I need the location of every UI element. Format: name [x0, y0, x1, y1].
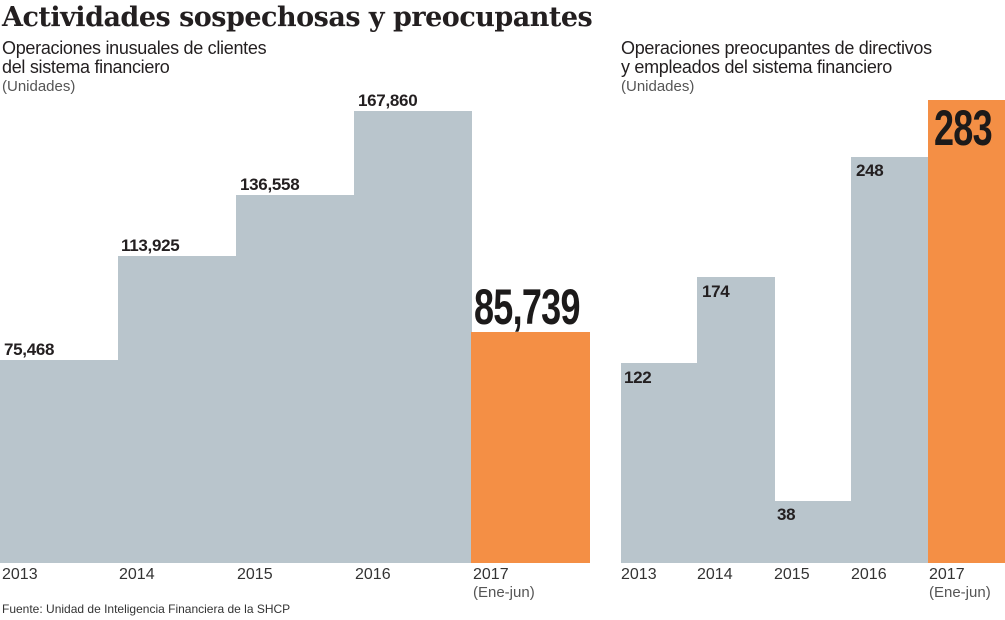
left-year-2016: 2016	[355, 566, 391, 583]
right-bar-2014	[697, 277, 775, 563]
right-bar-2013	[621, 363, 698, 563]
right-value-2017: 283	[934, 100, 993, 156]
source-note: Fuente: Unidad de Inteligencia Financier…	[2, 602, 291, 616]
left-bar-2015	[236, 195, 355, 563]
right-year-2013: 2013	[621, 566, 657, 583]
right-value-2015: 38	[777, 505, 796, 524]
right-bar-2015	[774, 501, 852, 563]
left-year-2014: 2014	[119, 566, 155, 583]
left-bar-2014	[118, 256, 237, 563]
left-bar-2016	[354, 111, 472, 563]
left-year-2013: 2013	[2, 566, 38, 583]
right-value-2016: 248	[856, 161, 884, 180]
right-period-2017: (Ene-jun)	[929, 584, 991, 601]
right-year-2017: 2017	[929, 566, 965, 583]
left-value-2015: 136,558	[240, 175, 300, 194]
left-value-2016: 167,860	[358, 91, 418, 110]
right-year-2014: 2014	[697, 566, 733, 583]
left-period-2017: (Ene-jun)	[473, 584, 535, 601]
right-year-2015: 2015	[774, 566, 810, 583]
right-chart-subtitle-line-1: Operaciones preocupantes de directivos	[621, 38, 932, 58]
right-value-2013: 122	[624, 368, 652, 387]
right-bar-2016	[851, 157, 929, 563]
left-year-2015: 2015	[237, 566, 273, 583]
left-chart-subtitle-line-1: Operaciones inusuales de clientes	[2, 38, 267, 58]
right-bar-2017	[928, 100, 1005, 563]
chart-title: Actividades sospechosas y preocupantes	[2, 2, 593, 33]
right-chart-unit: (Unidades)	[621, 78, 695, 95]
right-year-2016: 2016	[851, 566, 887, 583]
left-value-2017: 85,739	[474, 279, 581, 335]
left-chart-subtitle-line-2: del sistema financiero	[2, 57, 170, 77]
right-value-2014: 174	[702, 282, 730, 301]
left-year-2017: 2017	[473, 566, 509, 583]
right-chart-subtitle-line-2: y empleados del sistema financiero	[621, 57, 892, 77]
left-bar-2013	[0, 360, 119, 563]
left-bar-2017	[471, 332, 590, 563]
left-value-2013: 75,468	[4, 340, 55, 359]
left-chart-unit: (Unidades)	[2, 78, 76, 95]
left-value-2014: 113,925	[121, 236, 180, 255]
